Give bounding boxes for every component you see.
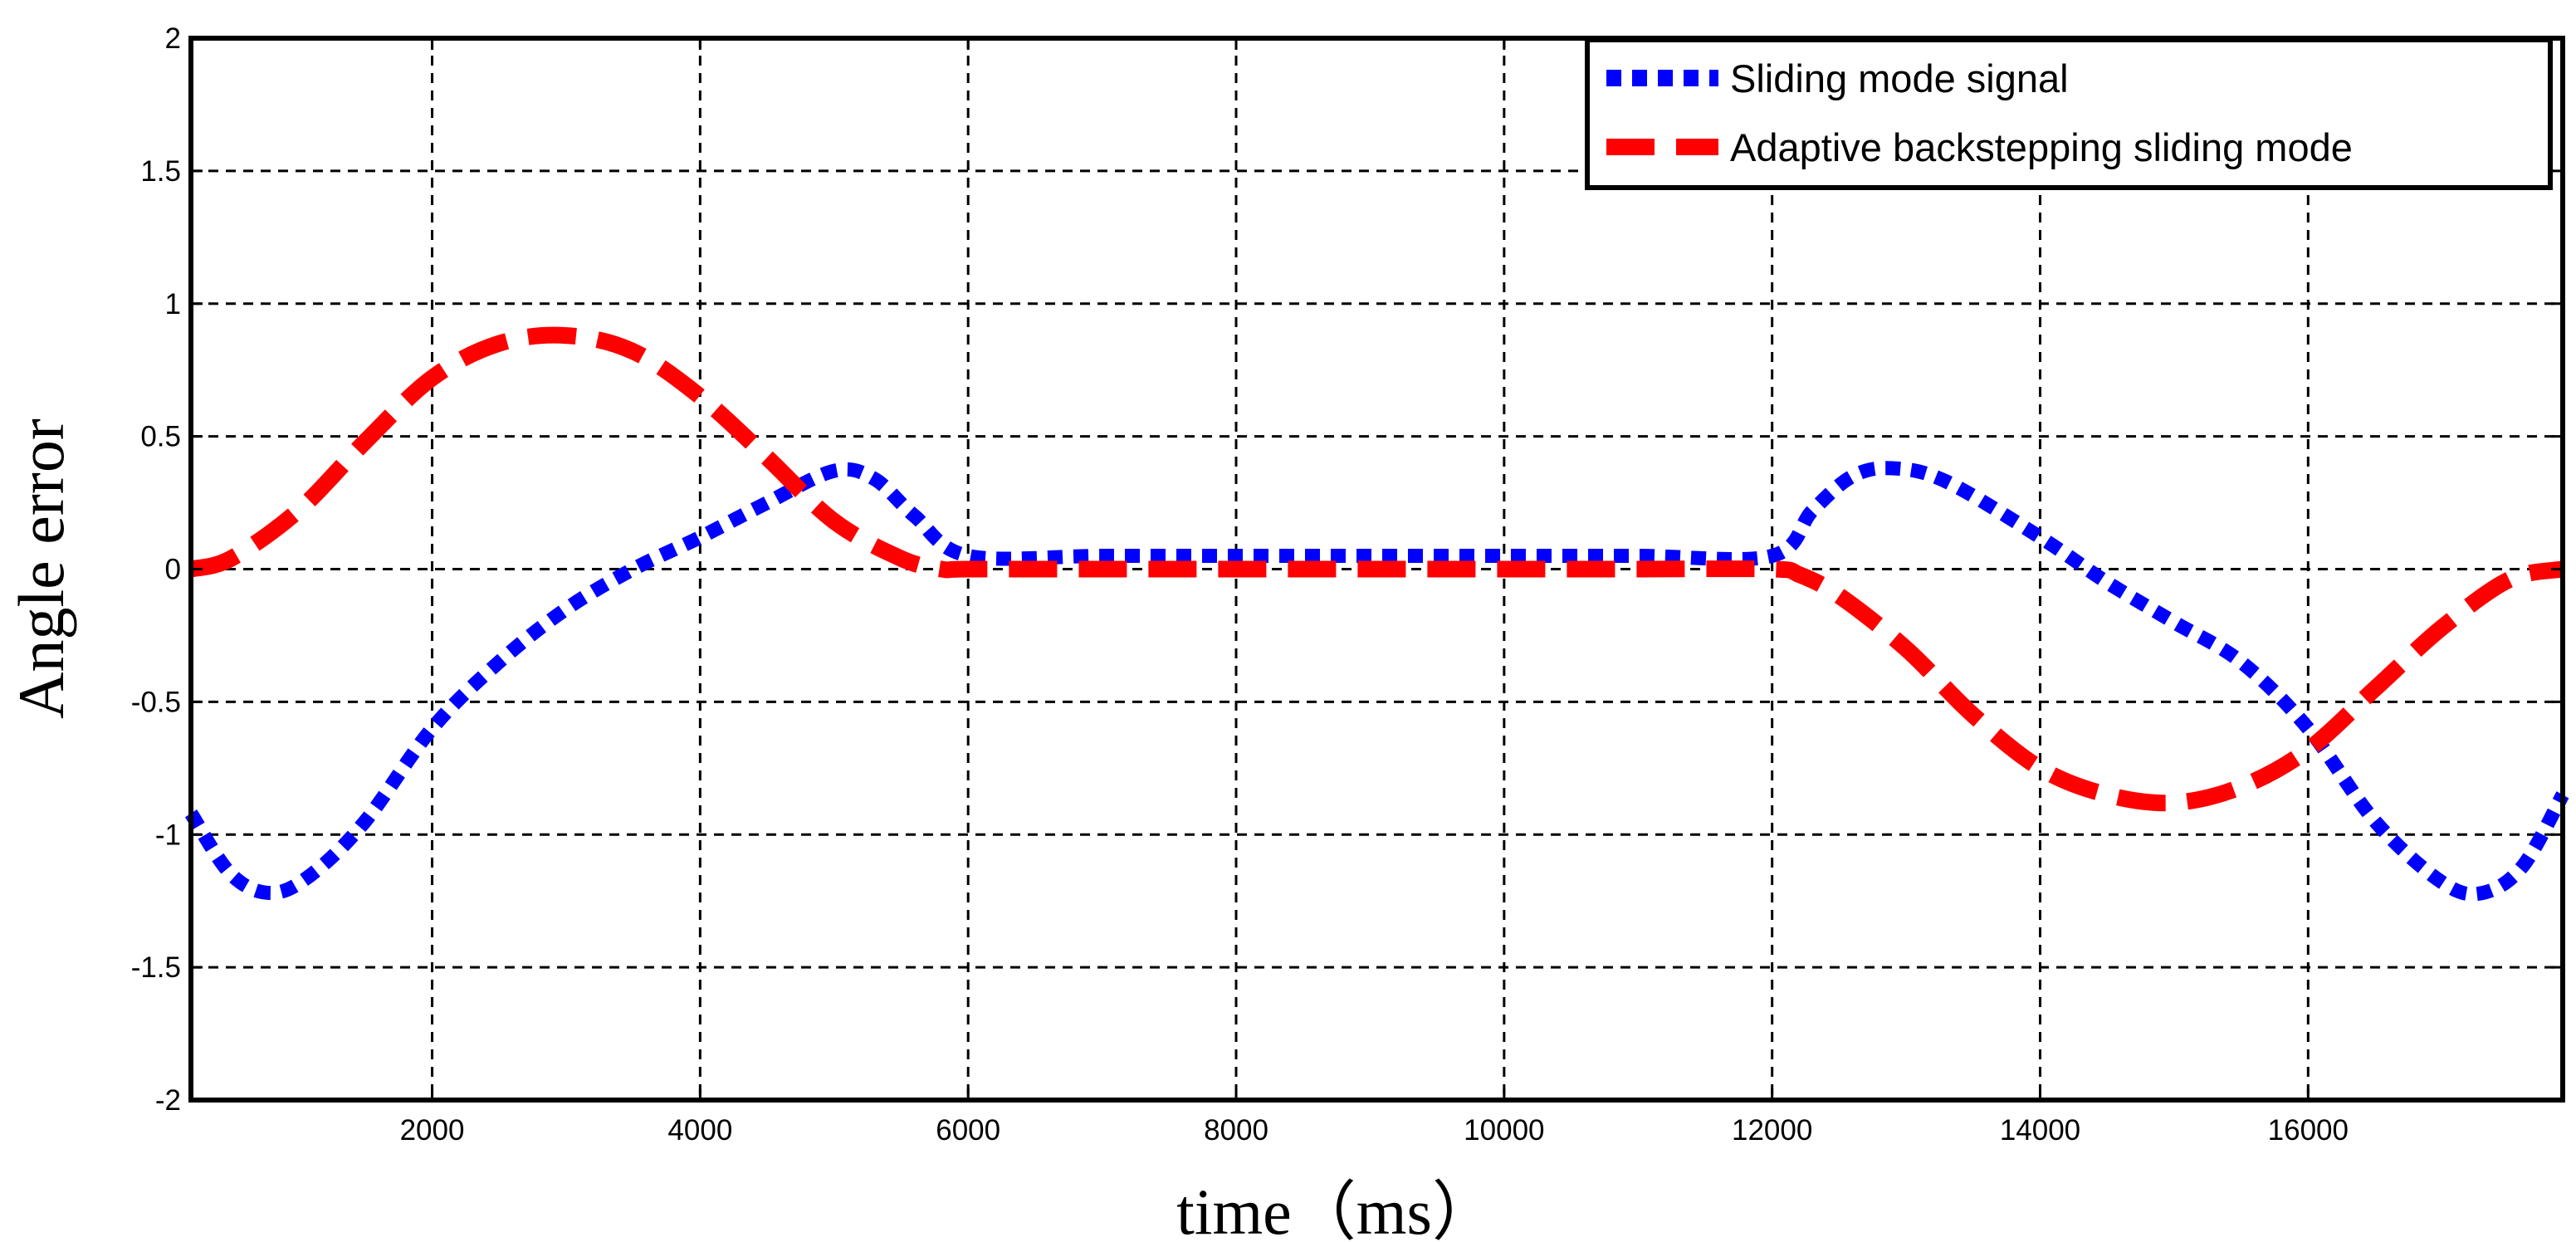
x-tick-label: 4000 bbox=[667, 1114, 732, 1147]
y-tick-label: -1.5 bbox=[131, 951, 181, 984]
x-tick-label: 14000 bbox=[2000, 1114, 2080, 1147]
x-tick-label: 12000 bbox=[1732, 1114, 1812, 1147]
x-tick-label: 16000 bbox=[2268, 1114, 2349, 1147]
x-tick-label: 8000 bbox=[1204, 1114, 1268, 1147]
legend: Sliding mode signal Adaptive backsteppin… bbox=[1585, 37, 2553, 190]
y-tick-label: 0 bbox=[165, 554, 181, 586]
legend-label-sliding-mode: Sliding mode signal bbox=[1730, 56, 2069, 100]
legend-label-adaptive-backstepping: Adaptive backstepping sliding mode bbox=[1730, 125, 2353, 169]
x-tick-label: 6000 bbox=[936, 1114, 1000, 1147]
x-tick-label: 2000 bbox=[400, 1114, 465, 1147]
tick-labels: 2000 4000 6000 8000 10000 12000 14000 16000 2 1.5… bbox=[131, 22, 2349, 1147]
tick-marks bbox=[191, 37, 2563, 1102]
y-tick-label: 0.5 bbox=[140, 421, 181, 453]
series-lines bbox=[184, 326, 2569, 902]
series-line-sliding-mode bbox=[184, 461, 2569, 902]
x-axis-label: time（ms） bbox=[1176, 1176, 1497, 1242]
y-axis-label: Angle error bbox=[5, 418, 77, 719]
y-tick-label: 1 bbox=[165, 288, 181, 320]
grid-lines bbox=[191, 38, 2563, 1100]
y-tick-label: 1.5 bbox=[140, 155, 181, 188]
legend-box bbox=[1585, 37, 2553, 190]
series-line-adaptive-backstepping bbox=[188, 326, 2564, 812]
y-tick-label: -0.5 bbox=[131, 686, 181, 718]
x-tick-label: 10000 bbox=[1464, 1114, 1544, 1147]
y-tick-label: -1 bbox=[155, 819, 181, 851]
y-tick-label: 2 bbox=[165, 22, 181, 55]
y-tick-label: -2 bbox=[155, 1084, 181, 1117]
